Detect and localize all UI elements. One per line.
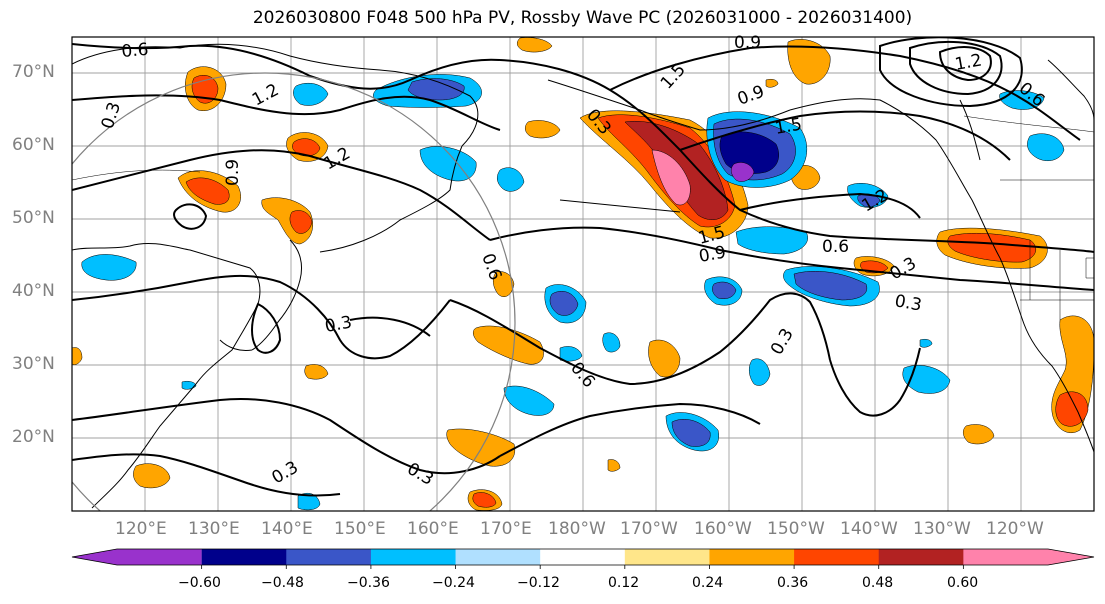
lon-label: 180°W — [548, 519, 606, 539]
positive-anomaly-patches — [72, 37, 1094, 511]
contour-label: 0.9 — [697, 243, 727, 267]
lon-label: 160°E — [407, 519, 459, 539]
colorbar-label: −0.12 — [517, 575, 560, 591]
lat-label: 40°N — [12, 281, 55, 301]
lon-label: 120°E — [115, 519, 167, 539]
contour-label: 0.3 — [269, 457, 302, 488]
colorbar-segment — [72, 549, 202, 565]
lon-label: 120°W — [986, 519, 1044, 539]
colorbar-label: −0.48 — [261, 575, 304, 591]
colorbar-segment — [370, 549, 457, 565]
lon-label: 140°E — [261, 519, 313, 539]
contour-label: 0.3 — [893, 291, 923, 315]
colorbar-label: −0.60 — [178, 575, 221, 591]
contour-label: 0.3 — [98, 100, 125, 132]
lon-label: 150°E — [334, 519, 386, 539]
contour-label: 0.9 — [735, 82, 767, 110]
contour-label: 0.6 — [822, 237, 849, 257]
contour-label: 0.3 — [767, 325, 798, 358]
colorbar-label: −0.36 — [347, 575, 390, 591]
political-borders — [72, 115, 1094, 320]
map-title: 2026030800 F048 500 hPa PV, Rossby Wave … — [252, 8, 913, 28]
colorbar-outline — [71, 548, 1095, 566]
contour-label: 0.3 — [887, 253, 920, 284]
map-frame — [71, 36, 1095, 512]
lon-label: 150°W — [767, 519, 825, 539]
lat-label: 30°N — [12, 354, 55, 374]
gridlines — [72, 37, 1094, 511]
colorbar-label: −0.24 — [432, 575, 475, 591]
colorbar-label: 0.60 — [947, 575, 979, 591]
lon-label: 160°W — [694, 519, 752, 539]
pv-contours — [72, 37, 1094, 497]
lon-label: 170°E — [480, 519, 532, 539]
contour-label: 0.3 — [404, 459, 437, 490]
colorbar-label: 0.24 — [692, 575, 724, 591]
lon-label: 130°E — [188, 519, 240, 539]
colorbar-segment — [709, 549, 795, 565]
lat-label: 20°N — [12, 427, 55, 447]
contour-label: 1.2 — [953, 51, 983, 75]
colorbar-segment — [794, 549, 880, 565]
contour-label: 0.3 — [323, 313, 353, 337]
lon-label: 170°W — [620, 519, 678, 539]
colorbar-segment — [624, 549, 710, 565]
contour-label: 0.6 — [121, 40, 150, 62]
lon-label: 140°W — [840, 519, 898, 539]
colorbar-segment — [963, 549, 1094, 565]
great-circle-outline — [72, 72, 516, 511]
negative-anomaly-patches — [81, 74, 1065, 511]
colorbar-segment — [286, 549, 372, 565]
contour-label: 0.9 — [223, 159, 243, 186]
lat-label: 60°N — [12, 135, 55, 155]
lat-label: 70°N — [12, 62, 55, 82]
colorbar-segment — [201, 549, 287, 565]
colorbar-label: 0.12 — [608, 575, 640, 591]
coastlines — [72, 43, 1094, 509]
colorbar-segment — [540, 549, 626, 565]
colorbar-segment — [878, 549, 964, 565]
contour-label: 1.2 — [249, 80, 282, 110]
lat-label: 50°N — [12, 208, 55, 228]
lon-label: 130°W — [913, 519, 971, 539]
colorbar-label: 0.48 — [862, 575, 894, 591]
colorbar-label: 0.36 — [777, 575, 809, 591]
colorbar-segment — [455, 549, 541, 565]
contour-label: 1.5 — [657, 60, 690, 93]
contour-label: 1.5 — [773, 115, 803, 139]
colorbar — [71, 548, 1095, 569]
contour-label: 0.9 — [734, 33, 761, 53]
